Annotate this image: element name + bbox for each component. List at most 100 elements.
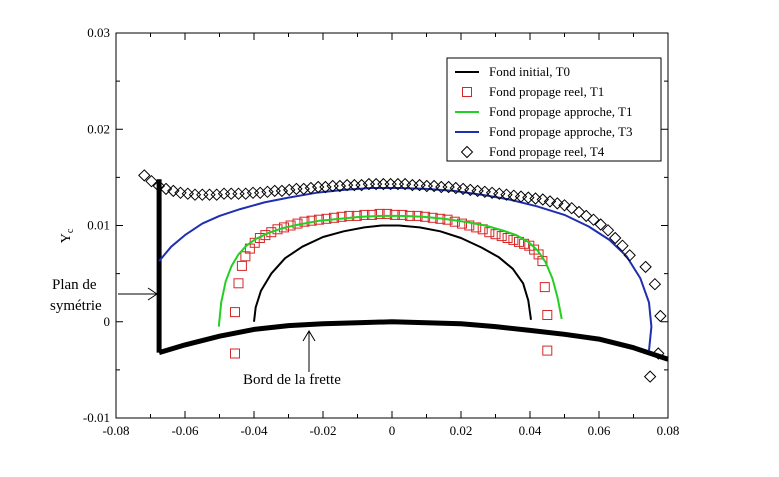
y-axis-label-subscript: c — [65, 228, 76, 233]
data-point — [594, 218, 607, 231]
x-tick-label: 0.08 — [657, 423, 680, 438]
data-point — [254, 233, 265, 243]
legend-label: Fond propage reel, T1 — [489, 84, 604, 99]
legend-item: Fond propage reel, T1 — [462, 84, 604, 99]
data-point — [230, 348, 240, 359]
data-point — [543, 195, 557, 208]
data-point — [464, 183, 477, 197]
annotation-plan-symetrie: Plan de symétrie — [50, 277, 158, 314]
data-point — [266, 227, 277, 238]
data-point — [181, 187, 195, 200]
series-4 — [138, 169, 667, 383]
data-point — [174, 186, 187, 200]
y-axis-label: Yc — [59, 228, 76, 243]
data-point — [654, 309, 667, 323]
data-point — [572, 205, 586, 219]
data-point — [367, 209, 377, 220]
data-point — [236, 260, 247, 271]
frette-edge-line — [158, 319, 669, 362]
data-point — [246, 186, 260, 200]
legend-label: Fond propage approche, T1 — [489, 104, 632, 119]
x-tick-label: -0.02 — [309, 423, 336, 438]
series-0 — [253, 224, 532, 322]
data-series — [138, 169, 667, 383]
data-point — [224, 187, 238, 200]
data-point — [493, 187, 506, 200]
data-point — [500, 188, 513, 201]
x-tick-label: -0.04 — [240, 423, 268, 438]
data-point — [217, 187, 231, 200]
data-point — [457, 218, 467, 229]
data-point — [344, 210, 355, 221]
annotation-frette-arrowhead — [302, 330, 316, 342]
data-point — [413, 178, 426, 192]
data-point — [442, 180, 455, 194]
data-point — [533, 249, 544, 260]
y-tick-label: 0.03 — [87, 25, 110, 40]
data-point — [239, 187, 252, 200]
data-point — [623, 249, 636, 262]
series-2 — [217, 214, 563, 327]
data-point — [355, 178, 368, 192]
data-point — [398, 177, 412, 191]
data-point — [496, 231, 507, 242]
y-tick-label: 0.01 — [87, 218, 110, 233]
data-point — [522, 191, 535, 204]
data-point — [490, 229, 501, 240]
x-tick-label: -0.06 — [171, 423, 199, 438]
data-point — [542, 310, 553, 320]
y-tick-label: 0.02 — [87, 121, 110, 136]
data-point — [329, 212, 339, 223]
series-line — [158, 187, 653, 351]
legend-swatch — [460, 145, 474, 159]
data-point — [652, 347, 665, 360]
data-point — [529, 192, 542, 205]
data-point — [319, 180, 332, 194]
data-point — [359, 209, 370, 220]
data-point — [551, 197, 564, 210]
legend-item: Fond propage approche, T1 — [455, 104, 632, 119]
data-point — [565, 201, 578, 215]
legend-label: Fond propage approche, T3 — [489, 124, 632, 139]
data-point — [374, 208, 385, 219]
legend-item: Fond propage reel, T4 — [460, 144, 605, 159]
data-point — [587, 213, 600, 226]
data-point — [484, 227, 495, 238]
data-point — [478, 185, 492, 199]
data-point — [558, 199, 571, 212]
data-point — [471, 184, 484, 198]
data-point — [579, 209, 593, 223]
data-point — [232, 187, 245, 200]
data-point — [304, 181, 318, 195]
axis-ticks: -0.08 -0.06 -0.04 -0.02 0 0.02 0.04 0.06 0.08 -0.… — [83, 25, 679, 438]
data-point — [608, 231, 622, 245]
data-point — [542, 345, 553, 356]
structure-lines — [156, 179, 669, 362]
annotation-bord-frette-text: Bord de la frette — [243, 372, 341, 388]
x-tick-label: -0.08 — [102, 423, 129, 438]
data-point — [514, 190, 528, 203]
data-point — [507, 189, 521, 202]
data-point — [601, 224, 615, 237]
x-tick-label: 0 — [389, 423, 396, 438]
legend: Fond initial, T0 Fond propage reel, T1 Fon… — [446, 57, 662, 162]
data-point — [196, 188, 209, 201]
y-tick-label: 0 — [104, 314, 111, 329]
series-line — [217, 214, 563, 327]
legend-swatch — [462, 87, 472, 97]
x-tick-label: 0.02 — [450, 423, 473, 438]
data-point — [167, 184, 180, 198]
data-point — [159, 182, 173, 196]
data-point — [616, 239, 629, 252]
data-point — [253, 186, 267, 200]
data-point — [382, 208, 393, 219]
data-point — [333, 179, 347, 193]
legend-label: Fond initial, T0 — [489, 64, 570, 79]
annotation-symetrie-arrowhead — [147, 287, 158, 301]
data-point — [648, 277, 662, 291]
data-point — [336, 211, 347, 222]
data-point — [138, 169, 151, 182]
legend-item: Fond initial, T0 — [455, 64, 570, 79]
data-point — [539, 282, 550, 293]
data-point — [233, 278, 244, 289]
